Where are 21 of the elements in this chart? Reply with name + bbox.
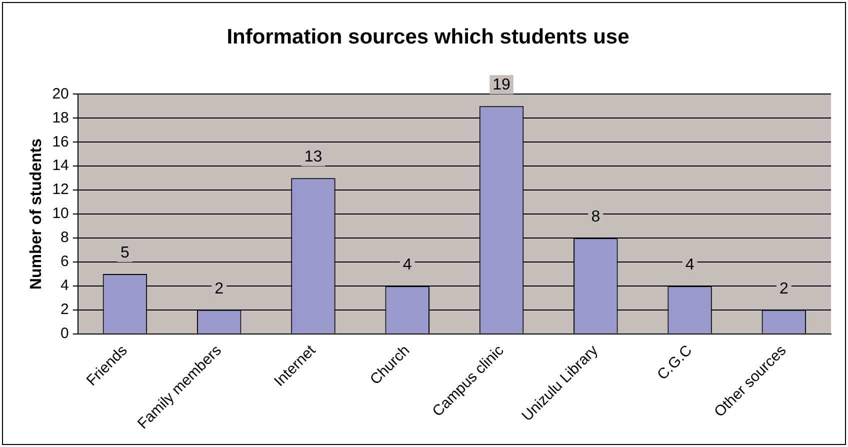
y-axis-title: Number of students bbox=[28, 138, 46, 290]
y-tick-label: 8 bbox=[60, 229, 69, 246]
data-label: 4 bbox=[402, 256, 412, 274]
y-tick-label: 0 bbox=[60, 325, 69, 342]
data-label: 5 bbox=[120, 244, 130, 262]
y-tick-label: 4 bbox=[60, 277, 69, 294]
y-tick-label: 14 bbox=[52, 157, 69, 174]
y-tick-label: 16 bbox=[52, 133, 69, 150]
data-label: 19 bbox=[492, 76, 511, 94]
data-label: 2 bbox=[779, 280, 788, 298]
y-tick-label: 12 bbox=[52, 181, 69, 198]
y-tick-label: 18 bbox=[52, 109, 69, 126]
data-label: 4 bbox=[685, 256, 694, 274]
data-label: 2 bbox=[214, 280, 224, 298]
y-tick-label: 6 bbox=[60, 253, 69, 270]
data-label: 13 bbox=[304, 148, 322, 166]
chart-title: Information sources which students use bbox=[226, 25, 630, 48]
y-tick-label: 20 bbox=[52, 85, 69, 102]
y-tick-label: 2 bbox=[60, 301, 69, 318]
y-tick-label: 10 bbox=[52, 205, 69, 222]
data-label: 8 bbox=[591, 208, 600, 226]
